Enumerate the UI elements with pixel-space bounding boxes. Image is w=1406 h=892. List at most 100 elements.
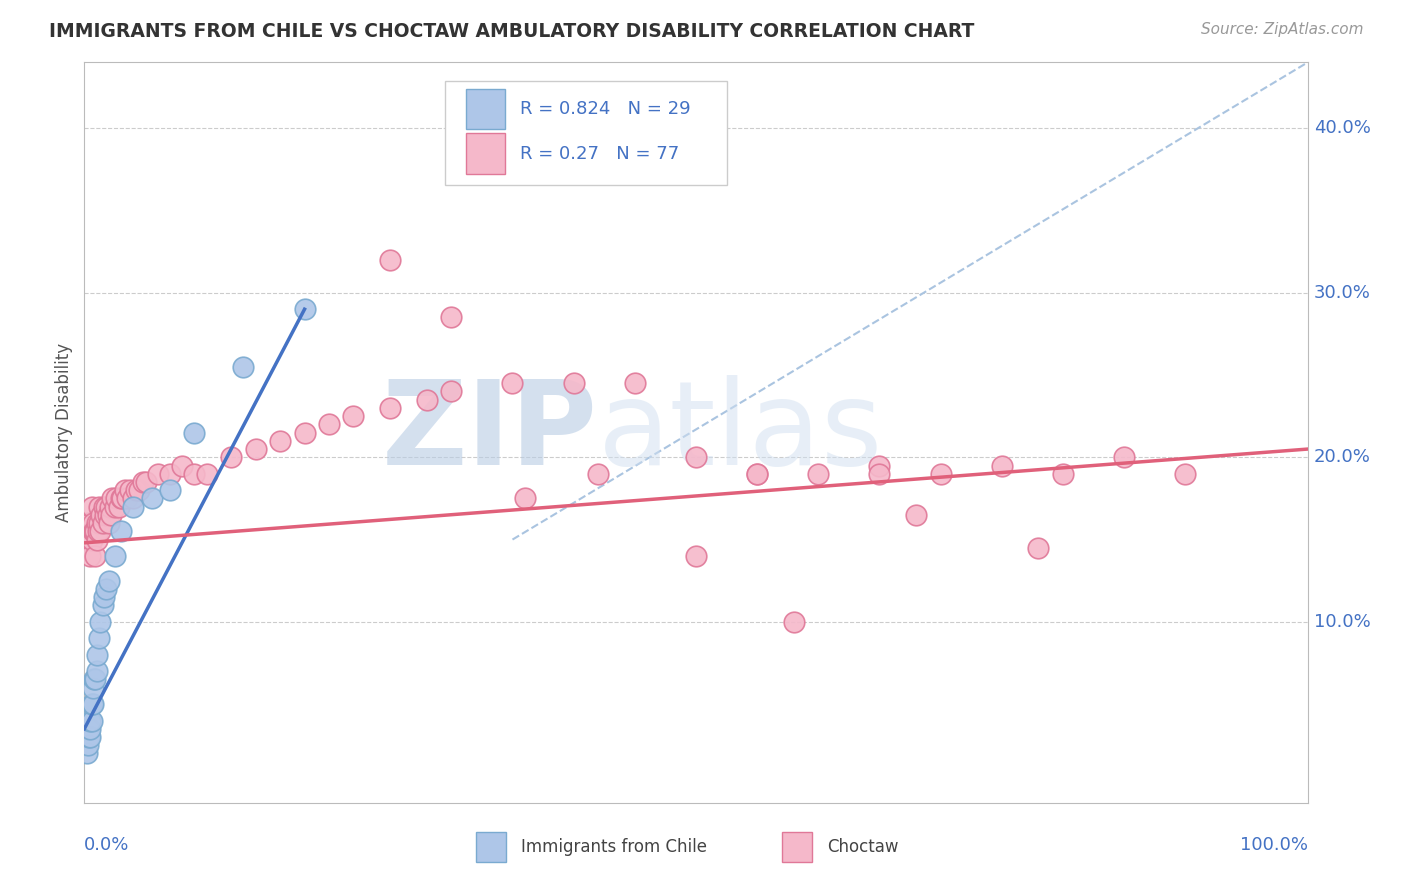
Point <box>104 549 127 563</box>
Point <box>80 714 103 728</box>
Point <box>83 673 105 687</box>
Point <box>245 442 267 456</box>
Point <box>146 467 169 481</box>
Point <box>79 714 101 728</box>
Point <box>807 467 830 481</box>
Point <box>104 500 127 514</box>
Point <box>94 508 117 522</box>
Point <box>294 302 316 317</box>
Point <box>93 590 115 604</box>
Point <box>122 491 145 506</box>
Point <box>84 549 107 563</box>
Point <box>502 376 524 391</box>
Point <box>77 738 100 752</box>
Bar <box>475 832 506 862</box>
Point <box>90 508 112 522</box>
Point <box>79 730 101 744</box>
Point <box>1174 467 1197 481</box>
Text: 40.0%: 40.0% <box>1313 120 1371 137</box>
Point <box>440 384 463 399</box>
Point <box>110 491 132 506</box>
Point <box>77 533 100 547</box>
Point <box>905 508 928 522</box>
Point <box>159 483 181 498</box>
Point <box>97 516 120 530</box>
Text: Source: ZipAtlas.com: Source: ZipAtlas.com <box>1201 22 1364 37</box>
Text: 30.0%: 30.0% <box>1313 284 1371 301</box>
Text: ZIP: ZIP <box>382 376 598 490</box>
Bar <box>465 88 505 129</box>
Text: atlas: atlas <box>598 376 883 490</box>
Text: 20.0%: 20.0% <box>1313 449 1371 467</box>
Point <box>97 574 120 588</box>
Point <box>82 516 104 530</box>
Point <box>86 664 108 678</box>
Point <box>77 730 100 744</box>
Bar <box>782 832 813 862</box>
Point <box>91 599 114 613</box>
Text: Choctaw: Choctaw <box>827 838 898 856</box>
Point <box>80 500 103 514</box>
Point <box>87 500 110 514</box>
Point <box>93 500 115 514</box>
Text: Immigrants from Chile: Immigrants from Chile <box>522 838 707 856</box>
FancyBboxPatch shape <box>446 81 727 185</box>
Text: 10.0%: 10.0% <box>1313 613 1371 631</box>
Text: 0.0%: 0.0% <box>84 836 129 855</box>
Point <box>219 450 242 465</box>
Point <box>86 533 108 547</box>
Point <box>77 722 100 736</box>
Point <box>159 467 181 481</box>
Point <box>86 648 108 662</box>
Point <box>80 533 103 547</box>
Point <box>84 673 107 687</box>
Point <box>685 549 707 563</box>
Point <box>294 425 316 440</box>
Point <box>114 483 136 498</box>
Point <box>87 516 110 530</box>
Point <box>96 582 118 596</box>
Point <box>111 491 134 506</box>
Point <box>76 533 98 547</box>
Point <box>82 524 104 539</box>
Bar <box>465 133 505 174</box>
Point <box>82 697 104 711</box>
Point <box>318 417 340 432</box>
Point <box>380 252 402 267</box>
Point <box>269 434 291 448</box>
Point <box>132 475 155 489</box>
Point <box>80 697 103 711</box>
Point <box>232 359 254 374</box>
Point <box>89 615 111 629</box>
Point <box>586 467 609 481</box>
Point <box>172 458 194 473</box>
Point <box>77 516 100 530</box>
Point <box>110 524 132 539</box>
Point <box>86 516 108 530</box>
Point <box>79 516 101 530</box>
Point <box>747 467 769 481</box>
Point <box>747 467 769 481</box>
Point <box>783 615 806 629</box>
Point <box>97 508 120 522</box>
Point <box>79 549 101 563</box>
Point <box>440 310 463 325</box>
Point <box>1114 450 1136 465</box>
Point <box>1052 467 1074 481</box>
Point <box>98 500 121 514</box>
Point <box>122 500 145 514</box>
Text: 100.0%: 100.0% <box>1240 836 1308 855</box>
Point <box>183 467 205 481</box>
Point <box>195 467 218 481</box>
Point <box>87 632 110 646</box>
Point <box>869 458 891 473</box>
Point <box>100 508 122 522</box>
Point <box>513 491 536 506</box>
Point <box>1028 541 1050 555</box>
Y-axis label: Ambulatory Disability: Ambulatory Disability <box>55 343 73 522</box>
Text: R = 0.27   N = 77: R = 0.27 N = 77 <box>520 145 679 162</box>
Point <box>624 376 647 391</box>
Point <box>105 491 128 506</box>
Point <box>89 524 111 539</box>
Point <box>96 500 118 514</box>
